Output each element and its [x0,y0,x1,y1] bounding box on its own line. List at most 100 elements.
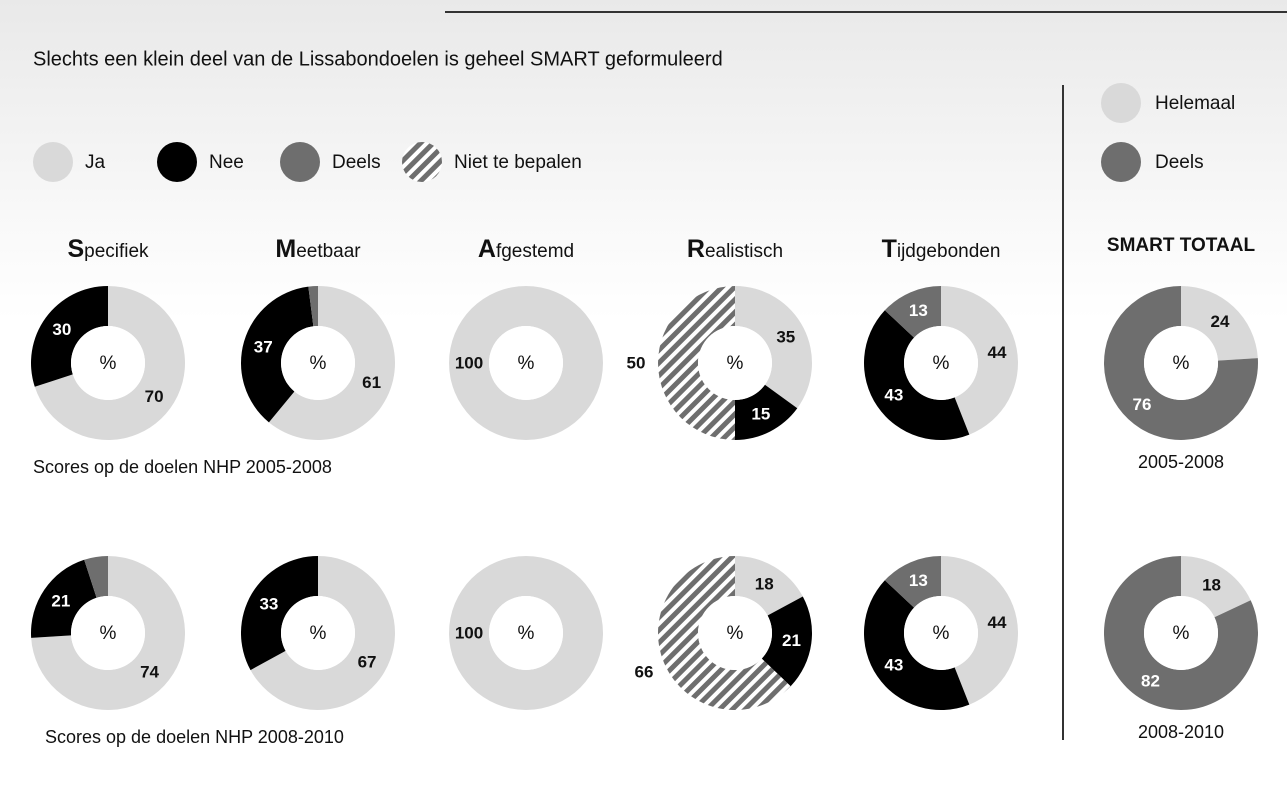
center-label: % [727,623,744,644]
legend-label: Deels [1155,152,1204,173]
data-label: 37 [254,338,273,357]
donut-segment [308,286,318,327]
center-label: % [100,353,117,374]
donut-segment [884,556,941,608]
donut-segment [884,286,941,338]
donut-segment [30,559,97,638]
donut-hole [698,326,772,400]
donut-hole [698,596,772,670]
data-label: 24 [1211,312,1230,331]
column-header: Realistisch [686,235,784,263]
donut-segment [1104,556,1258,711]
center-label: % [1173,623,1190,644]
donut-hole [904,596,978,670]
donut-segment [34,286,186,440]
data-label: 15 [751,404,770,423]
donut-segment [31,556,185,710]
donut-hole [281,326,355,400]
column-header: Meetbaar [275,235,361,263]
data-label: 50 [627,353,646,372]
donut-segment [241,556,318,671]
data-label: 35 [776,328,795,347]
donut-hole [71,326,145,400]
data-label: 30 [52,320,71,339]
data-label: 18 [1202,575,1221,594]
legend-swatch [280,142,320,182]
data-label: 74 [140,663,159,682]
data-label: 21 [782,631,801,650]
donut-segment [658,286,735,440]
donut-segment [761,596,813,687]
row-caption: Scores op de doelen NHP 2008-2010 [45,727,344,747]
donut-segment [1181,556,1251,618]
legend-label: Helemaal [1155,93,1235,114]
donut-segment [30,285,109,387]
legend-label: Nee [209,152,244,173]
data-label: 61 [362,373,381,392]
data-label: 100 [455,353,483,372]
donut-segment [1103,286,1258,440]
legend-swatch [33,142,73,182]
data-label: 21 [51,591,70,610]
data-label: 44 [988,613,1007,632]
donut-hole [489,326,563,400]
data-label: 70 [145,387,164,406]
data-label: 13 [909,301,928,320]
center-label: % [310,353,327,374]
column-header: SMART TOTAAL [1106,235,1256,256]
donut-segment [84,556,108,598]
row-caption: Scores op de doelen NHP 2005-2008 [33,457,332,477]
legend-swatch [1101,83,1141,123]
legend-label: Deels [332,152,381,173]
donut-segment [864,580,970,710]
center-label: % [727,353,744,374]
data-label: 82 [1141,672,1160,691]
data-label: 43 [884,386,903,405]
legend-swatch [157,142,197,182]
donut-segment [941,556,1018,705]
donut-segment [735,286,812,409]
donut-hole [1144,596,1218,670]
donut-hole [281,596,355,670]
center-label: % [310,623,327,644]
data-label: 43 [884,656,903,675]
column-header: Specifiek [67,235,149,263]
donut-segment [1181,286,1258,361]
data-label: 76 [1133,395,1152,414]
center-label: % [933,353,950,374]
smart-caption: 2005-2008 [1138,452,1224,472]
donut-segment [735,556,803,616]
center-label: % [1173,353,1190,374]
donut-segment [240,286,314,423]
column-header: Afgestemd [477,235,575,263]
data-label: 66 [635,662,654,681]
data-label: 44 [988,343,1007,362]
data-label: 33 [259,594,278,613]
donut-segment [735,384,798,440]
donut-hole [489,596,563,670]
donut-segment [250,556,396,711]
donut-segment [941,286,1019,435]
donut-segment [864,310,970,441]
donut-segment [449,556,603,710]
donut-segment [449,286,603,440]
data-label: 18 [755,575,774,594]
donut-hole [904,326,978,400]
legend-swatch [1101,142,1141,182]
chart-title: Slechts een klein deel van de Lissabondo… [33,48,723,70]
donut-hole [1144,326,1218,400]
legend-swatch [402,142,442,182]
donut-segment [268,286,396,440]
donut-hole [71,596,145,670]
donut-segment [658,556,791,710]
legend-label: Ja [85,152,106,173]
legend-label: Niet te bepalen [454,152,582,173]
smart-caption: 2008-2010 [1138,722,1224,742]
data-label: 67 [358,652,377,671]
column-header: Tijdgebonden [881,235,1001,263]
center-label: % [100,623,117,644]
center-label: % [933,623,950,644]
data-label: 100 [455,623,483,642]
